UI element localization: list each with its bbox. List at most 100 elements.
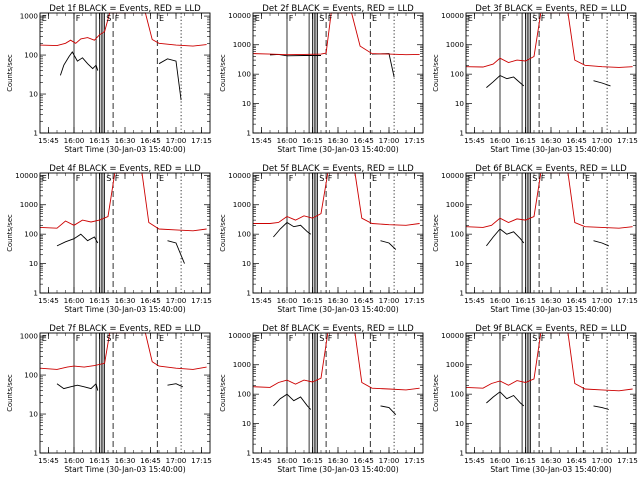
period-marker-label: E <box>42 14 47 23</box>
panel-title: Det 6f BLACK = Events, RED = LLD <box>475 164 627 174</box>
period-marker-label: F <box>328 14 333 23</box>
y-tick-label: 1000 <box>233 40 252 49</box>
lld-series-line <box>466 173 633 228</box>
x-tick-label: 16:45 <box>566 296 587 305</box>
x-axis-label: Start Time (30-Jan-03 15:40:00) <box>277 145 398 154</box>
period-marker-label: E <box>159 334 164 343</box>
y-tick-label: 10000 <box>441 331 464 340</box>
panel-2: 1 10 100 1000 10000 15:45 16:00 16:15 16:30 16:45… <box>219 4 425 154</box>
period-marker-label: F <box>289 174 294 183</box>
x-tick-label: 17:15 <box>617 296 638 305</box>
x-tick-label: 16:00 <box>64 136 85 145</box>
y-tick-label: 10 <box>29 259 39 268</box>
plot-frame <box>253 333 423 453</box>
y-tick-label: 100 <box>237 70 251 79</box>
y-tick-label: 10 <box>242 99 252 108</box>
x-tick-label: 17:15 <box>191 136 212 145</box>
period-marker-label: E <box>255 174 260 183</box>
x-tick-label: 16:00 <box>277 456 298 465</box>
period-marker-label: F <box>541 14 546 23</box>
x-tick-label: 16:00 <box>64 456 85 465</box>
y-tick-label: 10000 <box>441 11 464 20</box>
lld-series-line <box>40 173 207 231</box>
y-tick-label: 100 <box>24 371 38 380</box>
x-axis-label: Start Time (30-Jan-03 15:40:00) <box>64 145 185 154</box>
panel-1: 1 10 100 1000 15:45 16:00 16:15 16:30 16:45 17:00… <box>6 4 212 154</box>
period-marker-label: F <box>115 334 120 343</box>
y-tick-label: 100 <box>237 230 251 239</box>
y-axis-label: Counts/sec <box>432 214 440 252</box>
panel-title: Det 7f BLACK = Events, RED = LLD <box>49 324 201 334</box>
x-tick-label: 16:00 <box>490 136 511 145</box>
lld-series-line <box>253 333 420 390</box>
y-tick-label: 100 <box>450 70 464 79</box>
x-tick-label: 17:00 <box>592 136 613 145</box>
x-tick-label: 16:45 <box>566 136 587 145</box>
panel-4: 11010010001000015:45 16:00 16:15 16:30 16:45… <box>6 164 212 314</box>
x-tick-label: 16:00 <box>277 296 298 305</box>
x-tick-label: 16:30 <box>541 456 562 465</box>
panel-title: Det 5f BLACK = Events, RED = LLD <box>262 164 414 174</box>
period-marker-label: S <box>532 334 537 343</box>
lld-series-line <box>466 13 633 67</box>
y-tick-label: 100 <box>24 51 38 60</box>
y-axis-label: Counts/sec <box>6 374 14 412</box>
y-axis-label: Counts/sec <box>219 54 227 92</box>
period-marker-label: E <box>585 14 590 23</box>
x-tick-label: 17:00 <box>166 456 187 465</box>
y-tick-label: 1000 <box>233 360 252 369</box>
y-tick-label: 1000 <box>446 200 465 209</box>
x-axis-label: Start Time (30-Jan-03 15:40:00) <box>64 305 185 314</box>
panel-7: 1 10 100 1000 15:45 16:00 16:15 16:30 16:45 17:00… <box>6 324 212 474</box>
x-axis-label: Start Time (30-Jan-03 15:40:00) <box>490 305 611 314</box>
panel-6: 11010010001000015:45 16:00 16:15 16:30 16:45… <box>432 164 638 314</box>
lld-series-line <box>40 13 207 46</box>
period-marker-label: E <box>585 174 590 183</box>
period-marker-label: S <box>532 14 537 23</box>
panel-title: Det 1f BLACK = Events, RED = LLD <box>49 4 201 14</box>
x-tick-label: 17:15 <box>191 456 212 465</box>
figure: 110100100015:45 16:00 16:15 16:30 16:45 17:00… <box>0 0 640 480</box>
period-marker-label: F <box>541 334 546 343</box>
period-marker-label: S <box>319 14 324 23</box>
x-tick-label: 16:45 <box>353 296 374 305</box>
period-marker-label: E <box>468 334 473 343</box>
x-tick-label: 16:30 <box>115 296 136 305</box>
panel-title: Det 3f BLACK = Events, RED = LLD <box>475 4 627 14</box>
x-tick-label: 17:15 <box>617 456 638 465</box>
y-tick-label: 10 <box>242 259 252 268</box>
x-tick-label: 15:45 <box>251 136 272 145</box>
x-tick-label: 16:45 <box>566 456 587 465</box>
x-tick-label: 16:30 <box>328 456 349 465</box>
y-tick-label: 10 <box>242 419 252 428</box>
x-tick-label: 15:45 <box>251 456 272 465</box>
y-axis-label: Counts/sec <box>219 374 227 412</box>
x-tick-label: 16:30 <box>115 136 136 145</box>
x-tick-label: 16:15 <box>302 296 323 305</box>
plot-frame <box>466 13 636 133</box>
panel-5: 11010010001000015:45 16:00 16:15 16:30 16:45… <box>219 164 425 314</box>
y-tick-label: 10 <box>455 419 465 428</box>
x-tick-label: 16:00 <box>277 136 298 145</box>
plot-frame <box>466 173 636 293</box>
events-series-line <box>381 241 396 250</box>
y-tick-label: 10 <box>29 90 39 99</box>
events-series-line <box>372 54 394 77</box>
x-tick-label: 17:00 <box>592 296 613 305</box>
panel-title: Det 8f BLACK = Events, RED = LLD <box>262 324 414 334</box>
period-marker-label: E <box>585 334 590 343</box>
period-marker-label: E <box>42 174 47 183</box>
period-marker-label: S <box>106 174 111 183</box>
x-tick-label: 17:15 <box>191 296 212 305</box>
y-tick-label: 10000 <box>228 11 251 20</box>
x-tick-label: 16:30 <box>328 296 349 305</box>
lld-series-line <box>40 333 207 369</box>
x-tick-label: 16:15 <box>89 296 110 305</box>
period-marker-label: F <box>541 174 546 183</box>
x-tick-label: 15:45 <box>464 136 485 145</box>
plot-frame <box>40 333 210 453</box>
events-series-line <box>486 76 523 88</box>
period-marker-label: S <box>319 334 324 343</box>
plot-frame <box>40 173 210 293</box>
panel-title: Det 2f BLACK = Events, RED = LLD <box>262 4 414 14</box>
